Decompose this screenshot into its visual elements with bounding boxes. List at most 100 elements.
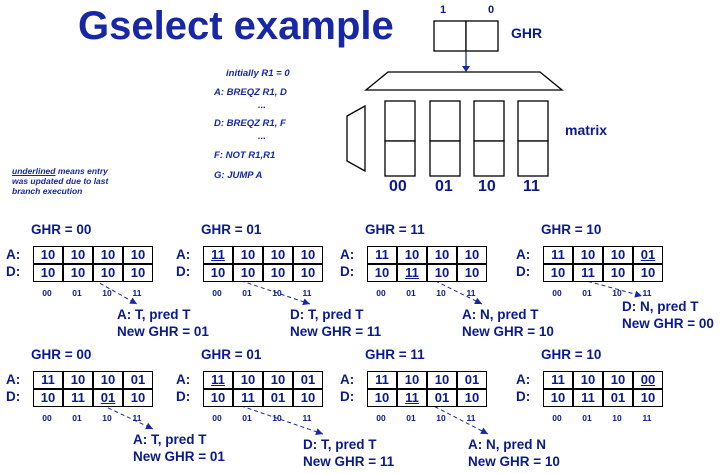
branch-result: D: T, pred T New GHR = 11: [303, 436, 394, 470]
counter-cell-d: 10: [263, 264, 293, 282]
matrix-col-10: 10: [478, 178, 496, 195]
counter-cell-a: 11: [543, 371, 573, 389]
column-label: 00: [376, 413, 386, 423]
row-label-d: D:: [516, 264, 531, 279]
row-label-d: D:: [176, 264, 191, 279]
row-label-d: D:: [176, 389, 191, 404]
counter-cell-d: 01: [93, 389, 123, 407]
underline-note: underlined means entry was updated due t…: [12, 166, 108, 196]
branch-result: A: N, pred T New GHR = 10: [462, 306, 554, 340]
counter-cell-a: 01: [293, 371, 323, 389]
result-arrow-head: [474, 297, 482, 305]
counter-cell-a: 10: [63, 371, 93, 389]
result-arrow-head: [145, 422, 153, 430]
column-label: 01: [242, 288, 252, 298]
counter-cell-d: 10: [233, 264, 263, 282]
row-label-d: D:: [340, 264, 355, 279]
counter-cell-a: 10: [573, 371, 603, 389]
counter-cell-a: 10: [427, 371, 457, 389]
code-ellipsis-2: ...: [258, 131, 266, 142]
counter-cell-d: 11: [63, 389, 93, 407]
counter-cell-d: 10: [427, 264, 457, 282]
snapshot-ghr-title: GHR = 11: [365, 347, 425, 362]
matrix-col-00: 00: [389, 178, 407, 195]
ghr-bit-0-label: 0: [488, 4, 495, 16]
underline-note-text-2: was updated due to last: [12, 176, 109, 186]
result-arrow-head: [315, 428, 323, 436]
row-mux-shape: [346, 104, 366, 173]
counter-cell-a: 10: [63, 246, 93, 264]
column-label: 01: [72, 288, 82, 298]
code-line-initial: initially R1 = 0: [226, 68, 290, 79]
counter-cell-a: 11: [543, 246, 573, 264]
result-arrow: [384, 380, 489, 435]
column-label: 10: [272, 413, 282, 423]
counter-cell-a: 10: [93, 371, 123, 389]
counter-cell-a: 10: [263, 371, 293, 389]
row-label-a: A:: [516, 247, 531, 262]
branch-outcome: A: N, pred T: [462, 307, 539, 322]
code-line-a: A: BREQZ R1, D: [214, 87, 287, 98]
counter-cell-a: 11: [203, 246, 233, 264]
row-label-a: A:: [340, 247, 355, 262]
branch-outcome: A: T, pred T: [117, 307, 191, 322]
branch-result: D: N, pred T New GHR = 00: [622, 298, 714, 332]
column-label: 11: [642, 413, 652, 423]
new-ghr-value: New GHR = 10: [468, 454, 560, 469]
branch-outcome: D: T, pred T: [303, 437, 377, 452]
column-label: 11: [302, 288, 312, 298]
column-label: 11: [302, 413, 312, 423]
row-label-a: A:: [6, 247, 21, 262]
column-label: 10: [272, 288, 282, 298]
column-label: 10: [102, 413, 112, 423]
counter-cell-d: 10: [457, 264, 487, 282]
column-label: 10: [102, 288, 112, 298]
column-label: 00: [212, 288, 222, 298]
code-line-d: D: BREQZ R1, F: [214, 118, 286, 129]
counter-cell-a: 01: [123, 371, 153, 389]
new-ghr-value: New GHR = 11: [303, 454, 395, 469]
counter-cell-a: 00: [633, 371, 663, 389]
column-label: 01: [406, 413, 416, 423]
counter-cell-d: 10: [93, 264, 123, 282]
counter-cell-d: 10: [63, 264, 93, 282]
row-label-d: D:: [516, 389, 531, 404]
counter-cell-d: 11: [573, 264, 603, 282]
counter-cell-a: 01: [457, 371, 487, 389]
column-label: 11: [132, 413, 142, 423]
counter-cell-d: 10: [123, 389, 153, 407]
column-mux-shape: [364, 71, 564, 91]
code-line-f: F: NOT R1,R1: [214, 150, 276, 161]
counter-cell-d: 10: [203, 264, 233, 282]
column-label: 00: [552, 413, 562, 423]
branch-outcome: D: T, pred T: [290, 307, 364, 322]
branch-outcome: A: T, pred T: [133, 432, 207, 447]
snapshot-ghr-title: GHR = 00: [31, 347, 92, 362]
result-arrow-head: [480, 427, 488, 434]
counter-cell-a: 11: [367, 371, 397, 389]
result-arrow-head: [302, 298, 310, 306]
column-label: 00: [552, 288, 562, 298]
branch-outcome: A: N, pred N: [468, 437, 547, 452]
column-label: 00: [42, 288, 52, 298]
column-label: 01: [406, 288, 416, 298]
result-arrow-head: [634, 290, 642, 298]
counter-cell-a: 10: [397, 246, 427, 264]
column-label: 10: [612, 413, 622, 423]
column-label: 01: [582, 288, 592, 298]
row-label-d: D:: [6, 389, 21, 404]
counter-cell-a: 10: [573, 246, 603, 264]
row-label-d: D:: [340, 389, 355, 404]
counter-cell-a: 10: [603, 371, 633, 389]
column-label: 10: [436, 288, 446, 298]
snapshot-ghr-title: GHR = 10: [541, 347, 602, 362]
branch-result: A: T, pred T New GHR = 01: [117, 306, 209, 340]
column-label: 00: [212, 413, 222, 423]
counter-cell-d: 10: [633, 389, 663, 407]
counter-cell-a: 10: [457, 246, 487, 264]
counter-cell-d: 10: [293, 389, 323, 407]
matrix-col-01: 01: [435, 178, 453, 195]
row-label-a: A:: [176, 372, 191, 387]
counter-cell-a: 10: [93, 246, 123, 264]
